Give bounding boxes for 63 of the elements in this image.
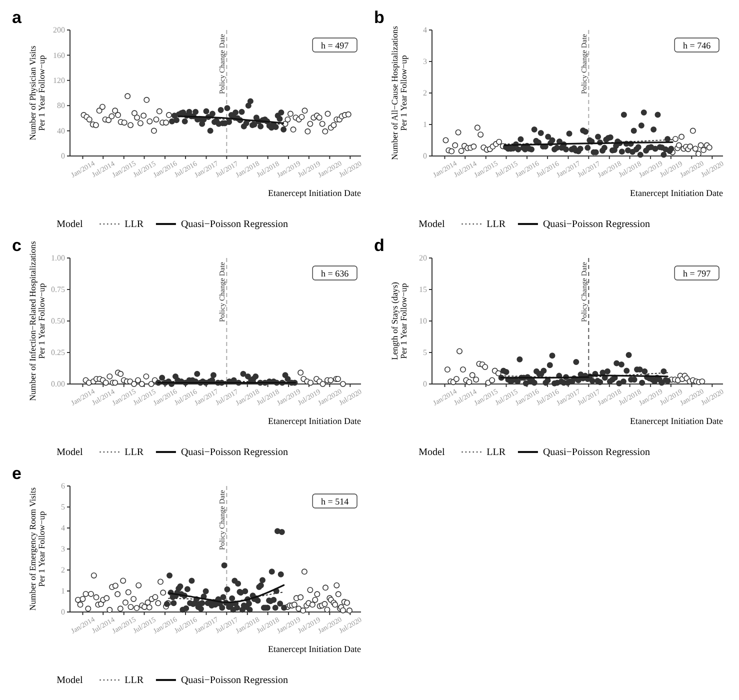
y-tick-label: 1 <box>423 120 427 130</box>
legend-label: Quasi−Poisson Regression <box>180 447 288 458</box>
annotation: h = 514 <box>321 496 350 506</box>
y-axis-title: Number of Physician Visits Per 1 Year Follow−up <box>27 45 47 140</box>
y-tick-label: 20 <box>419 254 427 263</box>
y-tick-label: 0.00 <box>51 380 65 389</box>
chart-title: d <box>374 236 384 255</box>
legend-title: Model <box>418 447 445 458</box>
y-tick-label: 1 <box>61 586 65 596</box>
legend-title: Model <box>418 219 445 230</box>
chart-title: c <box>12 236 22 255</box>
y-tick-label: 4 <box>61 524 65 533</box>
x-axis-title: Etanercept Initiation Date <box>630 188 723 198</box>
legend-label: Quasi−Poisson Regression <box>180 675 288 686</box>
y-tick-label: 10 <box>419 316 427 326</box>
legend-title: Model <box>56 219 83 230</box>
y-tick-label: 0.75 <box>51 285 65 294</box>
annotation: h = 797 <box>683 268 712 278</box>
chart-title: a <box>12 8 22 27</box>
y-tick-label: 5 <box>423 348 427 358</box>
chart-title: e <box>12 464 22 483</box>
y-tick-label: 80 <box>57 101 65 110</box>
y-tick-label: 4 <box>423 26 427 35</box>
x-axis-title: Etanercept Initiation Date <box>268 188 361 198</box>
legend-title: Model <box>56 675 83 686</box>
y-tick-label: 0.25 <box>51 348 65 358</box>
y-axis-title: Length of Stays (days) Per 1 Year Follow−up <box>389 282 409 360</box>
y-tick-label: 200 <box>53 26 65 35</box>
legend-label: Quasi−Poisson Regression <box>542 447 650 458</box>
x-axis-title: Etanercept Initiation Date <box>268 416 361 426</box>
legend-label: LLR <box>124 219 144 230</box>
legend-label: LLR <box>124 675 144 686</box>
y-tick-label: 6 <box>61 482 65 491</box>
legend-label: LLR <box>486 447 506 458</box>
legend-label: LLR <box>486 219 506 230</box>
y-tick-label: 40 <box>57 126 65 136</box>
y-axis-title: Number of Infection−Related Hospitalizations Per 1 Year Follow−up <box>27 240 47 401</box>
y-tick-label: 1.00 <box>51 254 65 263</box>
y-tick-label: 5 <box>61 502 65 512</box>
legend-label: Quasi−Poisson Regression <box>542 219 650 230</box>
y-axis-title: Number of All−Cause Hospitalizations Per 1 Year Follow−up <box>389 25 409 160</box>
y-tick-label: 0 <box>423 152 427 161</box>
y-tick-label: 3 <box>423 57 427 66</box>
x-axis-title: Etanercept Initiation Date <box>268 644 361 654</box>
y-tick-label: 0 <box>61 608 65 617</box>
annotation: h = 636 <box>321 268 350 278</box>
y-axis-title: Number of Emergency Room Visits Per 1 Year Follow−up <box>27 486 47 611</box>
legend-title: Model <box>56 447 83 458</box>
legend-label: Quasi−Poisson Regression <box>180 219 288 230</box>
x-axis-title: Etanercept Initiation Date <box>630 416 723 426</box>
y-tick-label: 120 <box>53 76 65 85</box>
annotation: h = 497 <box>321 40 350 50</box>
legend-label: LLR <box>124 447 144 458</box>
y-tick-label: 3 <box>61 544 65 554</box>
y-tick-label: 15 <box>419 285 427 294</box>
y-tick-label: 0.50 <box>51 316 65 326</box>
y-tick-label: 0 <box>61 152 65 161</box>
y-tick-label: 160 <box>53 50 65 60</box>
y-tick-label: 2 <box>423 88 427 98</box>
annotation: h = 746 <box>683 40 712 50</box>
y-tick-label: 0 <box>423 380 427 389</box>
y-tick-label: 2 <box>61 566 65 575</box>
chart-title: b <box>374 8 384 27</box>
